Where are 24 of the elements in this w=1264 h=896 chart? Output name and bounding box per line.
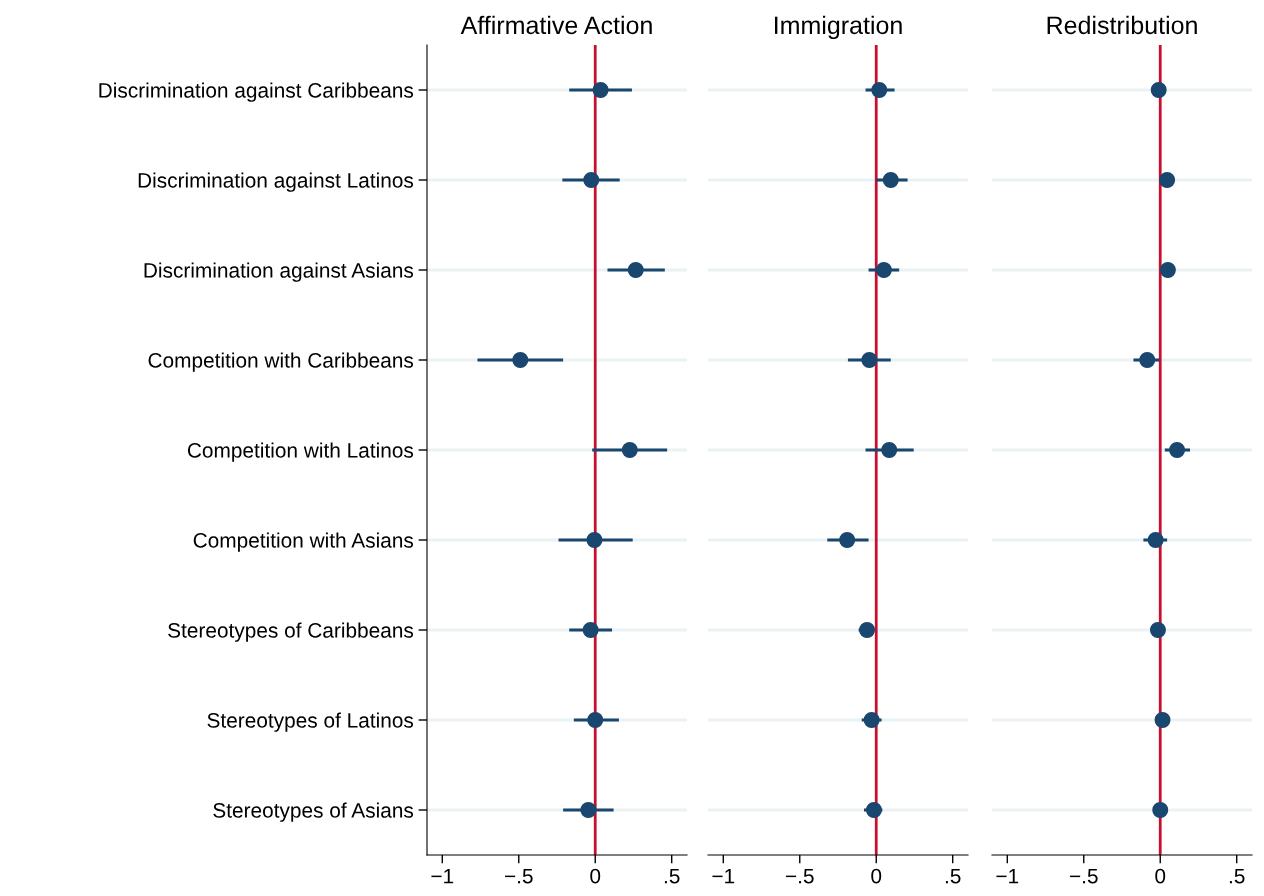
y-tick-label: Discrimination against Caribbeans: [99, 82, 414, 102]
y-tick-label: Discrimination against Asians: [144, 262, 414, 282]
chart-title: Redistribution: [1047, 15, 1197, 35]
y-tick-label: Stereotypes of Caribbeans: [168, 622, 414, 642]
y-tick-label: Competition with Caribbeans: [148, 352, 414, 372]
x-tick-label: −.5: [786, 868, 814, 884]
x-tick-label: −.5: [505, 868, 533, 884]
x-tick-label: −.5: [1070, 868, 1098, 884]
x-tick-label: 0: [590, 868, 601, 884]
y-tick-label: Discrimination against Latinos: [138, 172, 414, 192]
y-tick-label: Competition with Asians: [193, 532, 414, 552]
y-tick-label: Stereotypes of Asians: [213, 802, 414, 822]
x-tick-label: −1: [996, 868, 1019, 884]
y-tick-label: Stereotypes of Latinos: [207, 712, 414, 732]
y-tick-label: Competition with Latinos: [187, 442, 414, 462]
x-tick-label: 0: [1155, 868, 1166, 884]
x-tick-label: 0: [871, 868, 882, 884]
x-tick-label: −1: [431, 868, 454, 884]
x-tick-label: −1: [712, 868, 735, 884]
x-tick-label: .5: [664, 868, 680, 884]
chart-title: Affirmative Action: [460, 15, 652, 35]
x-tick-label: .5: [1229, 868, 1245, 884]
chart-title: Immigration: [775, 15, 902, 40]
x-tick-label: .5: [945, 868, 961, 884]
